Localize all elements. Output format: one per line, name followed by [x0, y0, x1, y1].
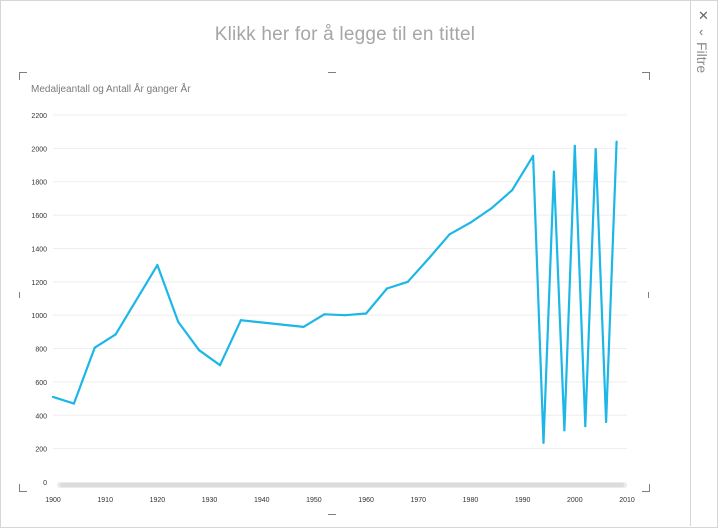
filter-pane-label[interactable]: Filtre [694, 42, 710, 74]
y-tick-label: 1000 [31, 313, 47, 320]
x-tick-label: 2010 [619, 497, 635, 504]
data-point[interactable] [406, 280, 409, 283]
series-line-group [51, 140, 618, 444]
y-tick-label: 2000 [31, 146, 47, 153]
x-tick-label: 1940 [254, 497, 270, 504]
data-point[interactable] [448, 233, 451, 236]
data-point[interactable] [563, 429, 566, 432]
sheet-title-placeholder[interactable]: Klikk her for å legge til en tittel [214, 24, 476, 45]
data-point[interactable] [323, 313, 326, 316]
resize-handle-left[interactable] [19, 292, 20, 298]
data-point[interactable] [427, 257, 430, 260]
y-tick-label: 1800 [31, 180, 47, 187]
resize-handle-top[interactable] [328, 72, 336, 73]
horizontal-scrollbar-thumb[interactable] [60, 483, 624, 487]
data-point[interactable] [469, 221, 472, 224]
x-tick-label: 1920 [150, 497, 166, 504]
data-point[interactable] [385, 287, 389, 290]
x-axis-ticks: 1900 1910 1920 1930 1940 1950 1960 1970 1980 1990… [45, 497, 635, 504]
gridlines [53, 114, 627, 450]
chevron-left-icon[interactable]: ‹ [699, 24, 704, 39]
data-point[interactable] [198, 349, 201, 352]
data-point[interactable] [156, 264, 159, 267]
selection-corner-bottom-left[interactable] [19, 484, 27, 492]
y-tick-label: 800 [35, 347, 47, 354]
data-point[interactable] [302, 325, 305, 328]
selection-corner-bottom-right[interactable] [642, 484, 650, 492]
y-tick-label: 1400 [31, 246, 47, 253]
data-point[interactable] [218, 364, 222, 367]
x-tick-label: 1980 [463, 497, 479, 504]
close-icon[interactable]: ✕ [698, 8, 709, 23]
data-point[interactable] [93, 346, 96, 349]
data-point[interactable] [542, 441, 545, 444]
y-tick-label: 1200 [31, 280, 47, 287]
report-canvas: Klikk her for å legge til en tittel Meda… [0, 0, 690, 526]
data-point[interactable] [72, 402, 75, 405]
y-tick-label: 1600 [31, 213, 47, 220]
data-point[interactable] [177, 320, 180, 323]
line-chart[interactable]: 0 200 400 600 800 1000 1200 1400 1600 1800 2000 220… [0, 0, 690, 526]
data-point[interactable] [239, 319, 242, 322]
x-tick-label: 1910 [97, 497, 113, 504]
x-tick-label: 1970 [410, 497, 426, 504]
selection-corner-top-left[interactable] [19, 72, 27, 80]
x-tick-label: 1990 [515, 497, 531, 504]
series-line[interactable] [52, 141, 618, 444]
y-tick-label: 200 [35, 447, 47, 454]
y-tick-label: 2200 [31, 113, 47, 120]
resize-handle-bottom[interactable] [328, 514, 336, 515]
data-point[interactable] [552, 170, 556, 173]
data-point[interactable] [573, 144, 576, 147]
data-point[interactable] [51, 395, 55, 399]
data-point[interactable] [490, 207, 493, 210]
data-point[interactable] [344, 314, 347, 317]
x-tick-label: 2000 [567, 497, 583, 504]
y-tick-label: 0 [43, 480, 47, 487]
x-tick-label: 1930 [202, 497, 218, 504]
data-point[interactable] [114, 333, 117, 336]
data-point[interactable] [594, 148, 597, 151]
data-point[interactable] [511, 188, 514, 192]
x-tick-label: 1960 [358, 497, 374, 504]
y-tick-label: 400 [35, 413, 47, 420]
y-tick-label: 600 [35, 380, 47, 387]
x-tick-label: 1950 [306, 497, 322, 504]
selection-corner-top-right[interactable] [642, 72, 650, 80]
resize-handle-right[interactable] [648, 292, 649, 298]
data-point[interactable] [364, 312, 368, 315]
data-point[interactable] [584, 425, 587, 428]
chart-title: Medaljeantall og Antall År ganger År [31, 84, 191, 95]
data-point[interactable] [615, 140, 618, 143]
y-axis-ticks: 0 200 400 600 800 1000 1200 1400 1600 1800 2000 220… [31, 113, 47, 487]
x-tick-label: 1900 [45, 497, 61, 504]
data-point[interactable] [531, 154, 535, 157]
data-point[interactable] [605, 420, 608, 424]
filter-pane: ✕ ‹ Filtre [690, 0, 717, 526]
